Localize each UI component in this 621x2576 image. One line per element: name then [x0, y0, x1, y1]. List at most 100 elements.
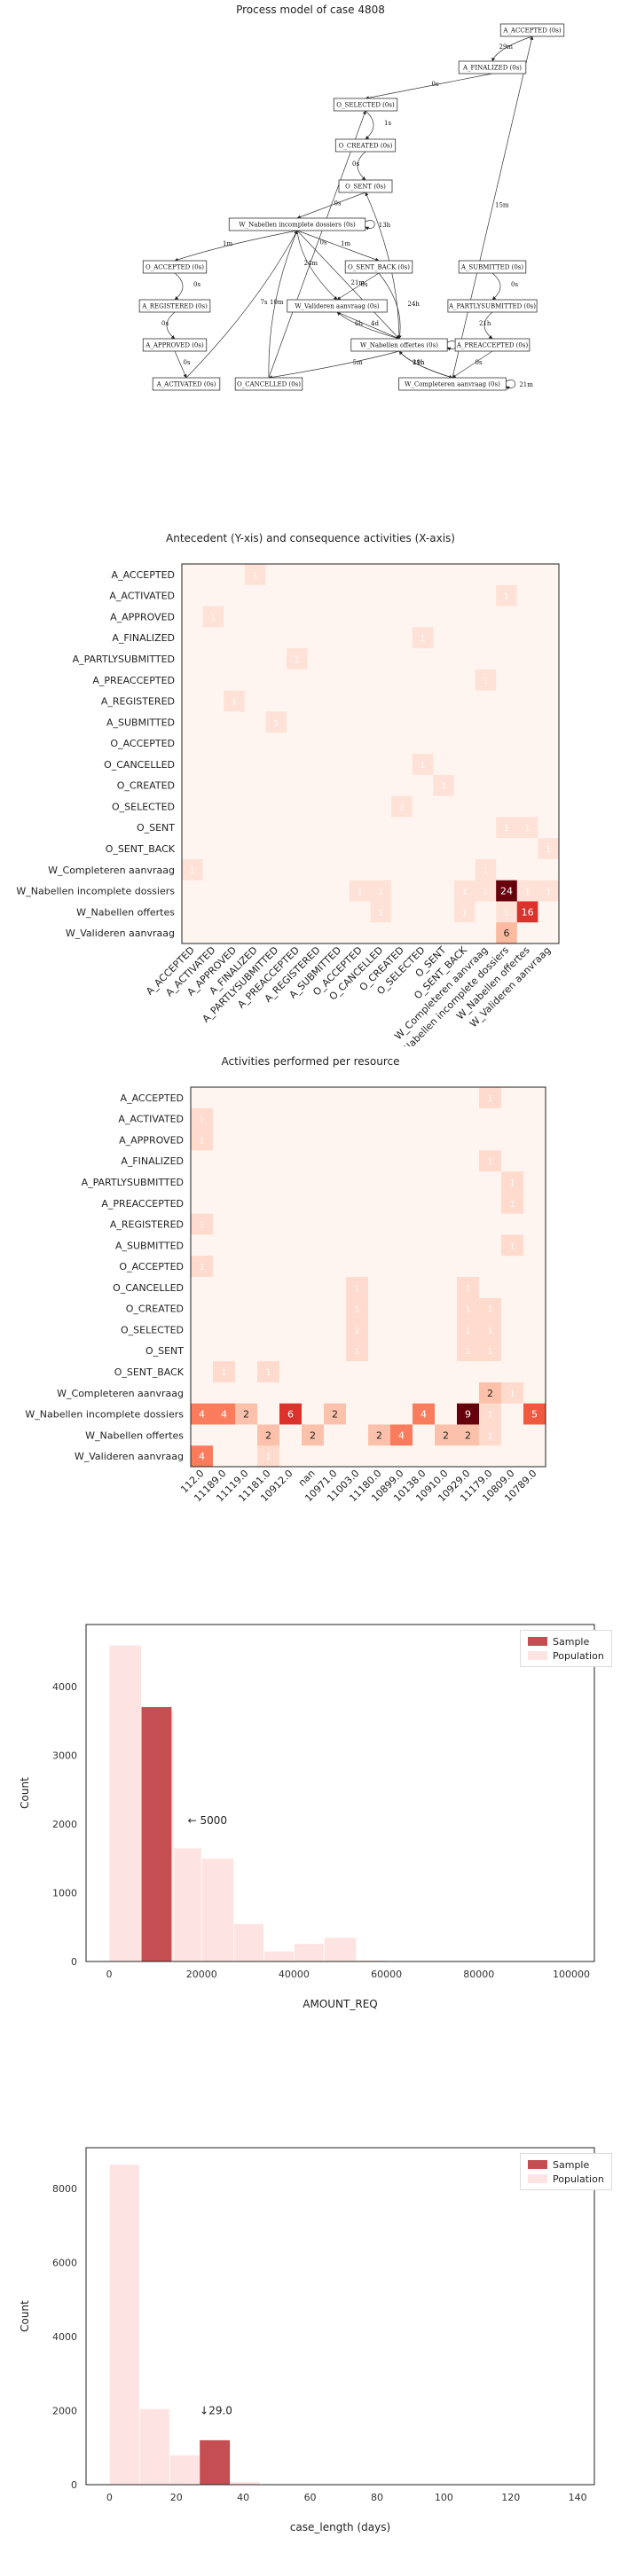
row-label: A_FINALIZED: [121, 1155, 184, 1167]
cell-value-label: 2: [332, 1409, 338, 1421]
y-tick-label: 2000: [52, 1819, 77, 1830]
node-label: O_SENT_BACK (0s): [348, 264, 410, 271]
heatmap-cell: [287, 691, 308, 712]
heatmap-cell: [371, 711, 392, 732]
heatmap-cell: [391, 838, 413, 859]
heatmap-cell: [457, 1193, 479, 1214]
heatmap-cell: [433, 922, 454, 943]
cell-value-label: 1: [190, 866, 195, 876]
heatmap-cell: [350, 585, 371, 607]
heatmap-cell: [279, 1214, 302, 1235]
heatmap-cell: [476, 648, 497, 669]
heatmap-cell: [287, 754, 308, 775]
heatmap-cell: [213, 1193, 235, 1214]
heatmap-cell: [182, 817, 203, 838]
x-tick-label: 0: [106, 2492, 113, 2503]
heatmap-cell: [435, 1404, 457, 1425]
x-axis-label: AMOUNT_REQ: [303, 1998, 377, 2010]
edge: 21h: [479, 312, 492, 339]
heatmap-cell: [517, 691, 538, 712]
node-label: A_FINALIZED (0s): [462, 65, 522, 72]
heatmap-cell: [308, 775, 329, 796]
node-label: W_Valideren aanvraag (0s): [295, 303, 380, 310]
heatmap-cell: [479, 1234, 501, 1256]
heatmap-cell: [413, 1108, 435, 1130]
node-a-finalized: A_FINALIZED (0s): [459, 61, 526, 74]
row-label: A_PARTLYSUBMITTED: [73, 654, 175, 665]
heatmap-cell: [457, 1150, 479, 1171]
heatmap-cell: [368, 1234, 390, 1256]
legend-population-swatch: [528, 2174, 547, 2183]
heatmap-cell: [371, 648, 392, 669]
heatmap-cell: [517, 838, 538, 859]
heatmap-cell: [224, 775, 245, 796]
cell-value-label: 1: [354, 1305, 359, 1315]
legend-sample-label: Sample: [553, 2159, 589, 2171]
heatmap-cell: [257, 1087, 279, 1108]
x-tick-label: 80000: [463, 1969, 494, 1980]
cell-value-label: 1: [358, 888, 363, 897]
resource-heatmap-title: Activities performed per resource: [0, 1055, 621, 1068]
heatmap-cell: [517, 627, 538, 648]
node-label: A_ACCEPTED (0s): [502, 27, 562, 35]
heatmap-cell: [265, 754, 287, 775]
population-bar: [230, 2482, 260, 2485]
heatmap-cell: [368, 1445, 390, 1467]
heatmap-cell: [371, 796, 392, 818]
heatmap-cell: [350, 796, 371, 818]
heatmap-cell: [324, 1445, 346, 1467]
row-label: W_Valideren aanvraag: [66, 928, 175, 939]
amount-legend: Sample Population: [520, 1630, 612, 1667]
heatmap-cell: [287, 711, 308, 732]
y-axis-label: Count: [19, 1777, 31, 1809]
heatmap-cell: [279, 1087, 302, 1108]
cell-value-label: 1: [354, 1326, 359, 1335]
heatmap-cell: [328, 901, 350, 922]
annotation-label: ← 5000: [188, 1814, 227, 1827]
heatmap-cell: [213, 1234, 235, 1256]
heatmap-cell: [413, 1150, 435, 1171]
heatmap-cell: [302, 1445, 324, 1467]
edge: 15m: [452, 36, 532, 378]
x-tick-label: 40000: [279, 1969, 310, 1980]
heatmap-cell: [391, 881, 413, 902]
heatmap-cell: [496, 732, 517, 754]
heatmap-cell: [182, 691, 203, 712]
heatmap-cell: [191, 1193, 213, 1214]
node-label: W_Completeren aanvraag (0s): [405, 381, 500, 388]
x-axis-label: case_length (days): [290, 2521, 390, 2533]
heatmap-cell: [433, 607, 454, 628]
heatmap-cell: [224, 796, 245, 818]
heatmap-cell: [538, 732, 559, 754]
heatmap-cell: [191, 1319, 213, 1341]
heatmap-cell: [257, 1277, 279, 1298]
heatmap-cell: [390, 1277, 413, 1298]
cell-value-label: 1: [199, 1116, 204, 1125]
heatmap-cell: [182, 754, 203, 775]
heatmap-cell: [182, 881, 203, 902]
heatmap-cell: [213, 1277, 235, 1298]
heatmap-cell: [435, 1108, 457, 1130]
heatmap-cell: [433, 881, 454, 902]
heatmap-cell: [182, 796, 203, 818]
heatmap-cell: [224, 669, 245, 691]
heatmap-cell: [413, 817, 434, 838]
cell-value-label: 1: [221, 1368, 226, 1378]
heatmap-cell: [523, 1087, 546, 1108]
x-tick-label: 0: [106, 1969, 113, 1980]
cell-value-label: 2: [465, 1429, 471, 1441]
cell-value-label: 1: [199, 1136, 204, 1146]
heatmap-cell: [287, 607, 308, 628]
heatmap-cell: [224, 817, 245, 838]
node-o-created: O_CREATED (0s): [335, 139, 395, 152]
heatmap-cell: [517, 859, 538, 881]
heatmap-cell: [324, 1256, 346, 1277]
row-label: O_SELECTED: [121, 1324, 184, 1335]
heatmap-cell: [224, 585, 245, 607]
heatmap-cell: [265, 732, 287, 754]
heatmap-cell: [203, 691, 224, 712]
heatmap-cell: [328, 711, 350, 732]
heatmap-cell: [213, 1108, 235, 1130]
edge-line: [366, 220, 375, 228]
